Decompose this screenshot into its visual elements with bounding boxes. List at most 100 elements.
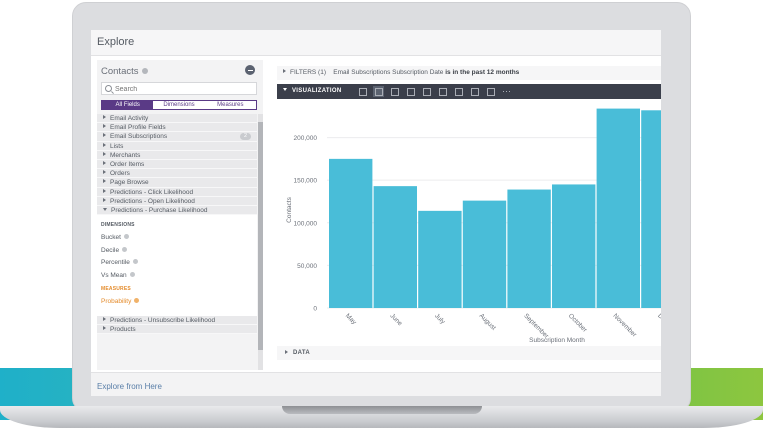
view-list: Email Activity Email Profile Fields Emai…	[97, 114, 257, 334]
measures-heading: MEASURES	[101, 286, 131, 293]
x-axis-title: Subscription Month	[529, 337, 585, 344]
field-list-scrollbar[interactable]	[258, 114, 263, 370]
y-tick-label: 0	[313, 306, 317, 313]
column-chart-icon[interactable]	[373, 86, 384, 97]
x-tick-label: May	[344, 312, 358, 326]
view-label: Order Items	[110, 160, 145, 168]
visualization-toggle[interactable]: VISUALIZATION	[283, 84, 341, 99]
scrollbar-thumb[interactable]	[258, 122, 263, 350]
bar	[418, 210, 462, 308]
x-tick-label: November	[611, 312, 638, 339]
tab-all-fields[interactable]: All Fields	[102, 101, 154, 109]
selected-count-badge: 2	[239, 133, 251, 141]
explore-footer: Explore from Here	[91, 372, 661, 396]
bar	[552, 184, 596, 308]
caret-right-icon	[103, 179, 106, 184]
view-item-lists[interactable]: Lists	[97, 141, 257, 151]
collapse-icon[interactable]	[245, 65, 255, 75]
view-item-predictions-unsubscribe[interactable]: Predictions - Unsubscribe Likelihood	[97, 315, 257, 325]
view-item-products[interactable]: Products	[97, 324, 257, 334]
filters-section[interactable]: FILTERS (1) Email Subscriptions Subscrip…	[277, 66, 661, 80]
visualization-label: VISUALIZATION	[292, 88, 342, 94]
caret-down-icon	[283, 88, 287, 91]
dimension-field-decile[interactable]: Decile	[101, 246, 257, 259]
view-label: Merchants	[110, 151, 141, 159]
tab-dimensions[interactable]: Dimensions	[153, 101, 205, 109]
y-tick-label: 200,000	[294, 135, 318, 142]
page-title: Explore	[97, 36, 135, 48]
info-icon[interactable]	[129, 271, 135, 277]
y-tick-label: 100,000	[294, 220, 318, 227]
data-section[interactable]: DATA	[277, 346, 661, 360]
field-label: Bucket	[101, 234, 121, 242]
viz-type-picker	[357, 86, 512, 97]
more-icon[interactable]	[501, 86, 512, 97]
info-icon[interactable]	[134, 298, 140, 304]
tab-measures[interactable]: Measures	[204, 101, 256, 109]
dimension-field-vs-mean[interactable]: Vs Mean	[101, 271, 257, 284]
dimension-field-percentile[interactable]: Percentile	[101, 258, 257, 271]
caret-right-icon	[103, 316, 106, 321]
area-chart-icon[interactable]	[437, 86, 448, 97]
pie-chart-icon[interactable]	[453, 86, 464, 97]
caret-right-icon	[103, 188, 106, 193]
bar	[373, 186, 417, 308]
expanded-view-fields: DIMENSIONS Bucket Decile Percentile Vs M…	[97, 215, 257, 316]
info-icon[interactable]	[122, 246, 128, 252]
data-label: DATA	[293, 350, 310, 356]
scatter-chart-icon[interactable]	[405, 86, 416, 97]
bar	[329, 158, 373, 308]
caret-right-icon	[103, 124, 106, 129]
caret-right-icon	[283, 69, 286, 73]
caret-right-icon	[103, 142, 106, 147]
view-item-orders[interactable]: Orders	[97, 169, 257, 179]
bar	[641, 110, 661, 308]
view-label: Predictions - Purchase Likelihood	[111, 206, 208, 214]
view-item-email-subscriptions[interactable]: Email Subscriptions 2	[97, 132, 257, 142]
explore-from-here-link[interactable]: Explore from Here	[97, 382, 162, 391]
search-icon	[105, 85, 112, 92]
field-label: Decile	[101, 246, 120, 254]
info-icon[interactable]	[141, 68, 148, 75]
view-item-predictions-open[interactable]: Predictions - Open Likelihood	[97, 196, 257, 206]
app-header: Explore	[91, 30, 661, 56]
info-icon[interactable]	[123, 234, 129, 240]
view-item-email-profile-fields[interactable]: Email Profile Fields	[97, 123, 257, 133]
search-input[interactable]	[115, 84, 255, 94]
app-screen: Explore Contacts All Fields Dimensions M…	[91, 30, 661, 396]
filter-field: Email Subscriptions Subscription Date	[333, 69, 444, 76]
view-label: Page Browse	[110, 179, 149, 187]
bar-chart-icon[interactable]	[389, 86, 400, 97]
field-label: Vs Mean	[101, 271, 127, 279]
line-chart-icon[interactable]	[421, 86, 432, 97]
view-item-order-items[interactable]: Order Items	[97, 159, 257, 170]
bar	[507, 189, 551, 308]
y-axis-title: Contacts	[286, 196, 293, 222]
view-item-page-browse[interactable]: Page Browse	[97, 178, 257, 188]
view-item-email-activity[interactable]: Email Activity	[97, 114, 257, 124]
measure-field-probability[interactable]: Probability	[101, 297, 257, 310]
chart-svg: 0 50,000 100,000 150,000 200,000 Contacts May J…	[286, 108, 661, 344]
filters-label: FILTERS (1)	[290, 69, 326, 76]
info-icon[interactable]	[132, 259, 138, 265]
single-value-icon[interactable]	[485, 86, 496, 97]
table-icon[interactable]	[357, 86, 368, 97]
x-tick-label: August	[478, 312, 497, 331]
caret-right-icon	[103, 170, 106, 175]
field-tabs: All Fields Dimensions Measures	[101, 100, 257, 110]
x-tick-label: December	[656, 312, 661, 339]
view-item-predictions-purchase[interactable]: Predictions - Purchase Likelihood	[97, 205, 257, 216]
visualization-bar: VISUALIZATION	[277, 84, 661, 99]
caret-right-icon	[103, 325, 106, 330]
caret-right-icon	[103, 115, 106, 119]
caret-right-icon	[103, 133, 106, 138]
view-item-merchants[interactable]: Merchants	[97, 150, 257, 160]
field-search[interactable]	[101, 82, 257, 95]
view-item-predictions-click[interactable]: Predictions - Click Likelihood	[97, 187, 257, 197]
dimension-field-bucket[interactable]: Bucket	[101, 233, 257, 246]
model-title: Contacts	[101, 66, 148, 77]
map-icon[interactable]	[469, 86, 480, 97]
view-label: Lists	[110, 142, 124, 150]
x-tick-label: June	[388, 312, 403, 327]
x-tick-label: October	[567, 312, 589, 334]
